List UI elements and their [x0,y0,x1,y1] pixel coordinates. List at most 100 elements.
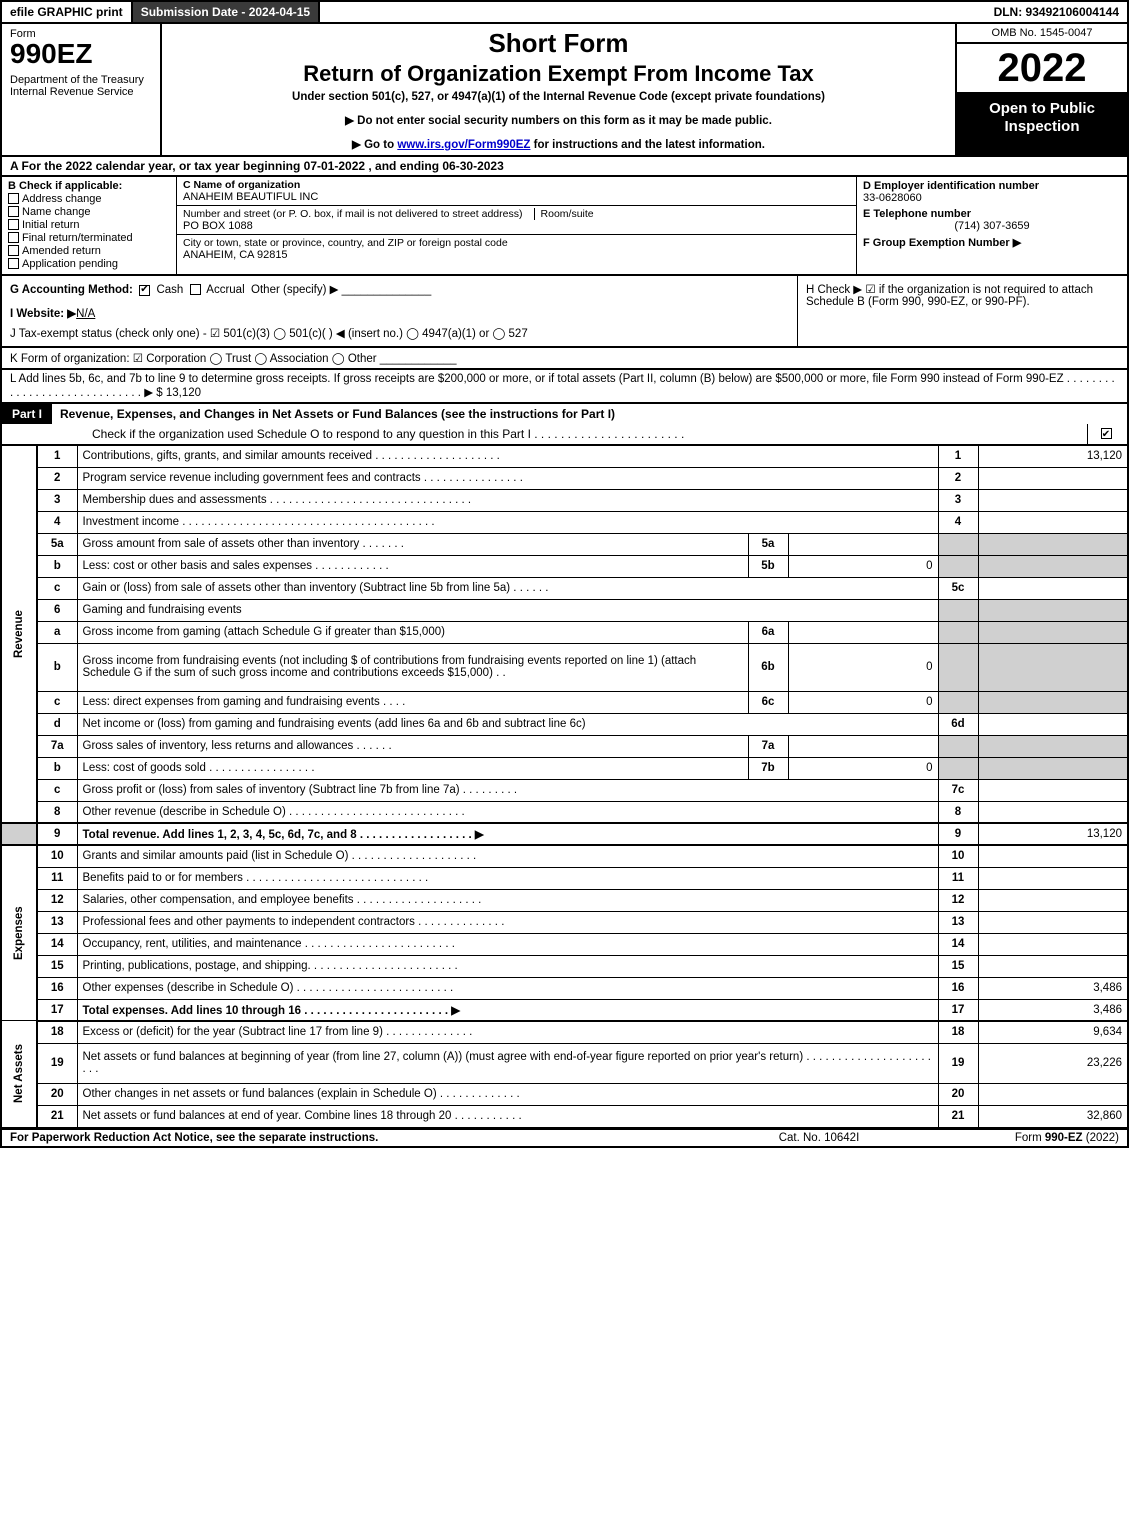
l14-val [978,933,1128,955]
submission-date: Submission Date - 2024-04-15 [133,2,320,22]
l5c-num: c [37,577,77,599]
irs-link[interactable]: www.irs.gov/Form990EZ [397,139,530,151]
efile-print-label[interactable]: efile GRAPHIC print [2,2,133,22]
l5a-grey1 [938,533,978,555]
l6a-m: 6a [748,621,788,643]
l20-val [978,1083,1128,1105]
l17-val: 3,486 [978,999,1128,1021]
col-d-ein: D Employer identification number 33-0628… [857,177,1127,274]
l8-ln: 8 [938,801,978,823]
opt-name-change[interactable]: Name change [8,206,170,218]
goto-note: ▶ Go to www.irs.gov/Form990EZ for instru… [170,137,947,151]
l6c-mv: 0 [788,691,938,713]
col-c-org: C Name of organization ANAHEIM BEAUTIFUL… [177,177,857,274]
l13-num: 13 [37,911,77,933]
short-form-title: Short Form [170,28,947,59]
header-center: Short Form Return of Organization Exempt… [162,24,957,155]
top-bar: efile GRAPHIC print Submission Date - 20… [0,0,1129,22]
l6b-grey1 [938,643,978,691]
l5c-val [978,577,1128,599]
l4-ln: 4 [938,511,978,533]
l18-desc: Excess or (deficit) for the year (Subtra… [77,1021,938,1043]
l1-ln: 1 [938,445,978,467]
part-i-tag: Part I [2,404,52,424]
l12-desc: Salaries, other compensation, and employ… [77,889,938,911]
ssn-warning: ▶ Do not enter social security numbers o… [170,113,947,127]
l4-val [978,511,1128,533]
row-ghij: G Accounting Method: Cash Accrual Other … [0,274,1129,346]
topbar-spacer [320,2,985,22]
l5a-m: 5a [748,533,788,555]
l2-num: 2 [37,467,77,489]
l2-val [978,467,1128,489]
side-expenses: Expenses [1,845,37,1021]
l6-grey1 [938,599,978,621]
b-label: B Check if applicable: [8,180,170,192]
l7b-num: b [37,757,77,779]
cash-checkbox[interactable] [139,285,150,296]
l15-val [978,955,1128,977]
l6c-grey1 [938,691,978,713]
part-i-check[interactable] [1087,424,1127,444]
l20-ln: 20 [938,1083,978,1105]
l6b-desc: Gross income from fundraising events (no… [77,643,748,691]
ein-label: D Employer identification number [863,180,1121,192]
l7b-grey2 [978,757,1128,779]
h-schedule-b: H Check ▶ ☑ if the organization is not r… [797,276,1127,346]
goto-pre: ▶ Go to [352,139,397,151]
opt-address-change[interactable]: Address change [8,193,170,205]
opt-application-pending[interactable]: Application pending [8,258,170,270]
opt-initial-return[interactable]: Initial return [8,219,170,231]
l6c-m: 6c [748,691,788,713]
l11-num: 11 [37,867,77,889]
l5b-m: 5b [748,555,788,577]
side-blank [1,823,37,845]
l13-desc: Professional fees and other payments to … [77,911,938,933]
l19-num: 19 [37,1043,77,1083]
omb-number: OMB No. 1545-0047 [957,24,1127,44]
l21-num: 21 [37,1105,77,1127]
l11-desc: Benefits paid to or for members . . . . … [77,867,938,889]
header-right: OMB No. 1545-0047 2022 Open to Public In… [957,24,1127,155]
l3-val [978,489,1128,511]
c-name-label: C Name of organization [183,179,300,191]
form-ref: Form 990-EZ (2022) [919,1132,1119,1144]
l1-num: 1 [37,445,77,467]
l5a-grey2 [978,533,1128,555]
lines-table: Revenue 1 Contributions, gifts, grants, … [0,444,1129,1128]
l8-desc: Other revenue (describe in Schedule O) .… [77,801,938,823]
l5b-mv: 0 [788,555,938,577]
l3-num: 3 [37,489,77,511]
l19-ln: 19 [938,1043,978,1083]
l3-desc: Membership dues and assessments . . . . … [77,489,938,511]
l7a-grey1 [938,735,978,757]
group-exemption-label: F Group Exemption Number ▶ [863,236,1121,249]
opt-final-return[interactable]: Final return/terminated [8,232,170,244]
opt-amended-return[interactable]: Amended return [8,245,170,257]
l6c-num: c [37,691,77,713]
l2-desc: Program service revenue including govern… [77,467,938,489]
goto-post: for instructions and the latest informat… [530,139,765,151]
l7a-m: 7a [748,735,788,757]
info-grid: B Check if applicable: Address change Na… [0,175,1129,274]
part-i-subrow: Check if the organization used Schedule … [0,424,1129,444]
l6b-mv: 0 [788,643,938,691]
city-label: City or town, state or province, country… [183,237,850,249]
l7c-val [978,779,1128,801]
j-tax-exempt: J Tax-exempt status (check only one) - ☑… [10,326,789,340]
dept-treasury: Department of the Treasury Internal Reve… [10,74,152,98]
part-i-title: Revenue, Expenses, and Changes in Net As… [52,404,1127,424]
l6-grey2 [978,599,1128,621]
l18-val: 9,634 [978,1021,1128,1043]
l3-ln: 3 [938,489,978,511]
l7c-ln: 7c [938,779,978,801]
l11-val [978,867,1128,889]
l19-val: 23,226 [978,1043,1128,1083]
row-a-tax-year: A For the 2022 calendar year, or tax yea… [0,155,1129,175]
l6d-ln: 6d [938,713,978,735]
website-value: N/A [76,308,95,320]
accrual-checkbox[interactable] [190,284,201,295]
l6a-grey1 [938,621,978,643]
l14-desc: Occupancy, rent, utilities, and maintena… [77,933,938,955]
street-label: Number and street (or P. O. box, if mail… [183,208,522,220]
